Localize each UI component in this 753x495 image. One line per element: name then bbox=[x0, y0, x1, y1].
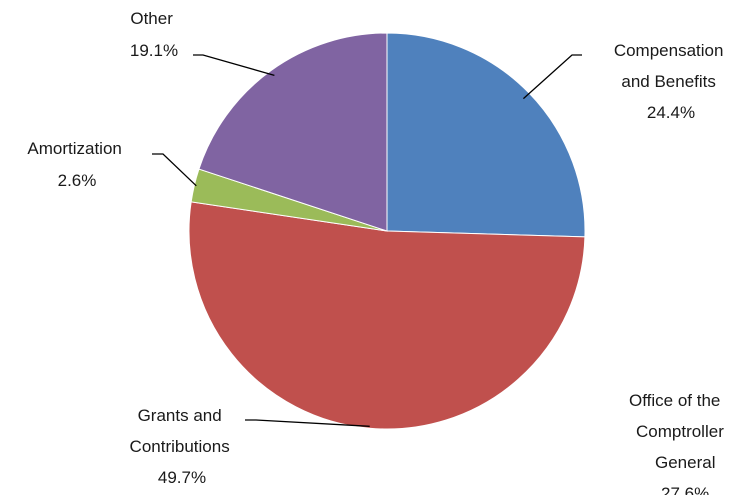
pie-slice-compensation bbox=[386, 32, 586, 238]
leader-lines bbox=[152, 54, 582, 427]
leader-line-grants bbox=[245, 419, 370, 427]
side-note-label: Office of the Comptroller General 27.6% bbox=[629, 391, 729, 495]
pie-slice-grants bbox=[188, 201, 586, 430]
leader-line-other bbox=[193, 54, 275, 77]
leader-line-amortization bbox=[152, 153, 197, 187]
slice-label-amortization: Amortization 2.6% bbox=[27, 139, 126, 190]
pie-slice-other bbox=[198, 32, 388, 232]
slice-label-grants: Grants and Contributions 49.7% bbox=[130, 406, 235, 487]
slice-label-other: Other 19.1% bbox=[130, 9, 178, 60]
leader-line-compensation bbox=[522, 54, 582, 100]
slice-label-compensation: Compensation and Benefits 24.4% bbox=[614, 41, 728, 122]
pie-slices bbox=[188, 32, 586, 430]
